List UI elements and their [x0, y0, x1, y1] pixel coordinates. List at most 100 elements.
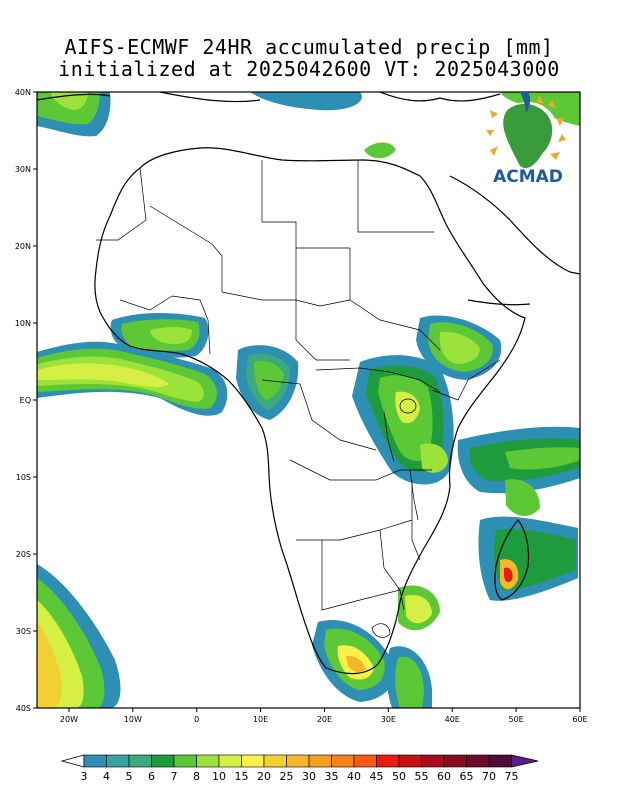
precip-region [250, 92, 362, 111]
country-border [349, 248, 441, 351]
country-border [296, 519, 413, 541]
country-border [119, 295, 173, 311]
colorbar-label: 20 [257, 770, 271, 783]
colorbar-swatch [466, 754, 490, 768]
colorbar-label: 10 [212, 770, 226, 783]
colorbar-label: 7 [171, 770, 178, 783]
colorbar-swatch [83, 754, 107, 768]
colorbar-over-arrow [511, 754, 539, 768]
precip-region [420, 443, 448, 473]
colorbar-swatch [196, 754, 220, 768]
country-border [295, 248, 350, 361]
colorbar-label: 50 [392, 770, 406, 783]
lon-tick-label: 30E [381, 715, 396, 724]
acmad-logo: ACMAD [486, 92, 566, 187]
colorbar-label: 60 [437, 770, 451, 783]
lon-tick-label: 60E [572, 715, 587, 724]
colorbar-swatch [218, 754, 242, 768]
lake-tanganyika [383, 411, 395, 463]
lon-tick-label: 20E [317, 715, 332, 724]
colorbar-label: 3 [81, 770, 88, 783]
lon-tick-label: 50E [509, 715, 524, 724]
precip-region [395, 656, 424, 708]
precip-region [364, 142, 396, 159]
colorbar-label: 6 [148, 770, 155, 783]
colorbar-swatch [353, 754, 377, 768]
colorbar-label: 4 [103, 770, 110, 783]
precip-region [37, 620, 62, 708]
lat-tick-label: 10S [16, 473, 31, 482]
acmad-logo-text: ACMAD [493, 167, 563, 187]
title-line-2: initialized at 2025042600 VT: 2025043000 [58, 57, 560, 81]
africa-sun-icon [486, 92, 566, 169]
colorbar-swatch [376, 754, 400, 768]
country-border [379, 529, 405, 611]
colorbar-swatch [286, 754, 310, 768]
colorbar: 3 4 5 6 7 8 10 15 20 25 30 35 40 45 50 55 60 65 70 75 [60, 754, 539, 783]
lon-tick-label: 40E [445, 715, 460, 724]
longitude-ticks: 20W 10W 0 10E 20E 30E 40E 50E 60E [60, 708, 588, 724]
country-border [261, 160, 350, 249]
lake-malawi [409, 469, 419, 521]
lat-tick-label: EQ [20, 396, 31, 405]
colorbar-label: 5 [126, 770, 133, 783]
colorbar-label: 55 [415, 770, 429, 783]
lat-tick-label: 10N [15, 319, 31, 328]
map-title: AIFS-ECMWF 24HR accumulated precip [mm] … [0, 36, 618, 80]
colorbar-swatch [308, 754, 332, 768]
colorbar-swatch [443, 754, 467, 768]
country-border [289, 459, 432, 481]
colorbar-under-arrow [60, 754, 85, 768]
lon-tick-label: 10W [124, 715, 142, 724]
lat-tick-label: 30S [16, 627, 31, 636]
coastlines [37, 92, 580, 675]
precip-region [254, 360, 284, 400]
colorbar-label: 25 [280, 770, 294, 783]
madagascar-coastline [494, 519, 530, 601]
precip-region [405, 594, 432, 624]
lake-victoria [399, 398, 417, 414]
africa-coastline [94, 147, 526, 675]
lat-tick-label: 40S [16, 704, 31, 713]
colorbar-swatch [151, 754, 175, 768]
precip-region [150, 327, 192, 344]
precip-region [346, 655, 366, 673]
precip-fields [37, 92, 580, 708]
colorbar-label: 40 [347, 770, 361, 783]
precip-region [505, 479, 540, 516]
colorbar-swatch [106, 754, 130, 768]
colorbar-swatch [488, 754, 512, 768]
colorbar-label: 15 [235, 770, 249, 783]
precip-region [37, 363, 170, 388]
colorbar-label: 35 [325, 770, 339, 783]
country-border [431, 359, 501, 401]
colorbar-label: 8 [193, 770, 200, 783]
colorbar-swatch [421, 754, 445, 768]
lat-tick-label: 40N [15, 88, 31, 97]
lon-tick-label: 0 [194, 715, 199, 724]
colorbar-swatch [398, 754, 422, 768]
colorbar-label: 70 [482, 770, 496, 783]
europe-coastline [37, 92, 501, 103]
country-border [171, 295, 211, 355]
country-border [357, 160, 434, 233]
colorbar-swatch [128, 754, 152, 768]
colorbar-label: 45 [370, 770, 384, 783]
colorbar-swatch [241, 754, 265, 768]
colorbar-swatch [331, 754, 355, 768]
lat-tick-label: 30N [15, 165, 31, 174]
country-border [149, 205, 223, 292]
colorbar-label: 65 [460, 770, 474, 783]
latitude-ticks: 40N 30N 20N 10N EQ 10S 20S 30S 40S [15, 88, 37, 713]
precip-region [504, 567, 513, 583]
precip-region [439, 331, 480, 364]
colorbar-label: 75 [505, 770, 519, 783]
precip-region [505, 447, 580, 470]
country-border [315, 367, 441, 393]
lat-tick-label: 20S [16, 550, 31, 559]
colorbar-swatch [263, 754, 287, 768]
country-border [96, 167, 147, 241]
lat-tick-label: 20N [15, 242, 31, 251]
country-border [321, 540, 401, 611]
